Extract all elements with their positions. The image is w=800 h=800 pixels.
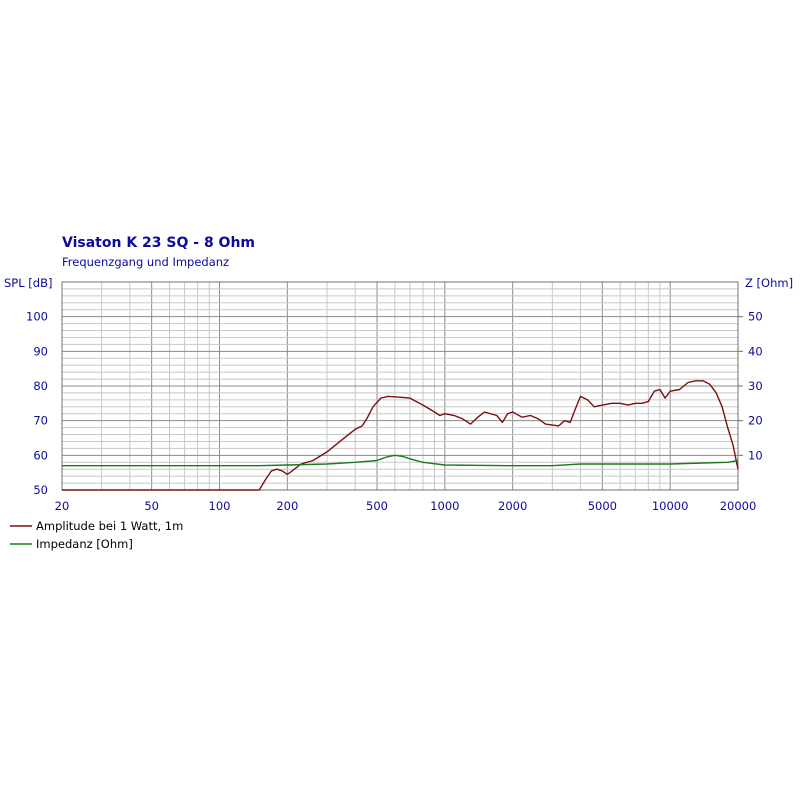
x-tick-label: 2000 — [498, 499, 527, 513]
legend-label-amplitude: Amplitude bei 1 Watt, 1m — [36, 519, 183, 533]
legend-label-impedance: Impedanz [Ohm] — [36, 537, 133, 551]
series-line-impedance — [62, 454, 739, 467]
x-tick-label: 20 — [55, 499, 70, 513]
x-axis-ticks: 20 50 100 200 500 1000 2000 5000 10000 20000 — [55, 499, 757, 513]
right-axis-label: Z [Ohm] — [745, 276, 793, 290]
x-tick-label: 200 — [276, 499, 298, 513]
left-y-tick-label: 100 — [26, 310, 48, 324]
right-y-tick-label: 10 — [748, 448, 763, 462]
left-y-tick-label: 60 — [33, 448, 48, 462]
x-tick-label: 50 — [144, 499, 159, 513]
left-y-tick-label: 80 — [33, 379, 48, 393]
right-axis-ticks: 10 20 30 40 50 — [738, 310, 763, 462]
left-y-tick-label: 50 — [33, 483, 48, 497]
right-y-tick-label: 50 — [748, 310, 763, 324]
x-tick-label: 5000 — [588, 499, 617, 513]
right-y-tick-label: 20 — [748, 414, 763, 428]
left-y-tick-label: 70 — [33, 414, 48, 428]
left-axis-ticks: 50 60 70 80 90 100 — [26, 310, 48, 497]
x-tick-label: 1000 — [430, 499, 459, 513]
series-group — [62, 380, 739, 491]
chart-title: Visaton K 23 SQ - 8 Ohm — [62, 235, 255, 251]
x-tick-label: 20000 — [720, 499, 757, 513]
left-axis-label: SPL [dB] — [4, 276, 52, 290]
x-tick-label: 500 — [366, 499, 388, 513]
legend: Amplitude bei 1 Watt, 1m Impedanz [Ohm] — [10, 519, 183, 551]
right-y-tick-label: 40 — [748, 344, 763, 358]
series-line-amplitude — [62, 380, 739, 491]
x-tick-label: 10000 — [652, 499, 689, 513]
chart-subtitle: Frequenzgang und Impedanz — [62, 255, 229, 269]
grid — [62, 282, 738, 490]
left-y-tick-label: 90 — [33, 344, 48, 358]
x-tick-label: 100 — [209, 499, 231, 513]
right-y-tick-label: 30 — [748, 379, 763, 393]
